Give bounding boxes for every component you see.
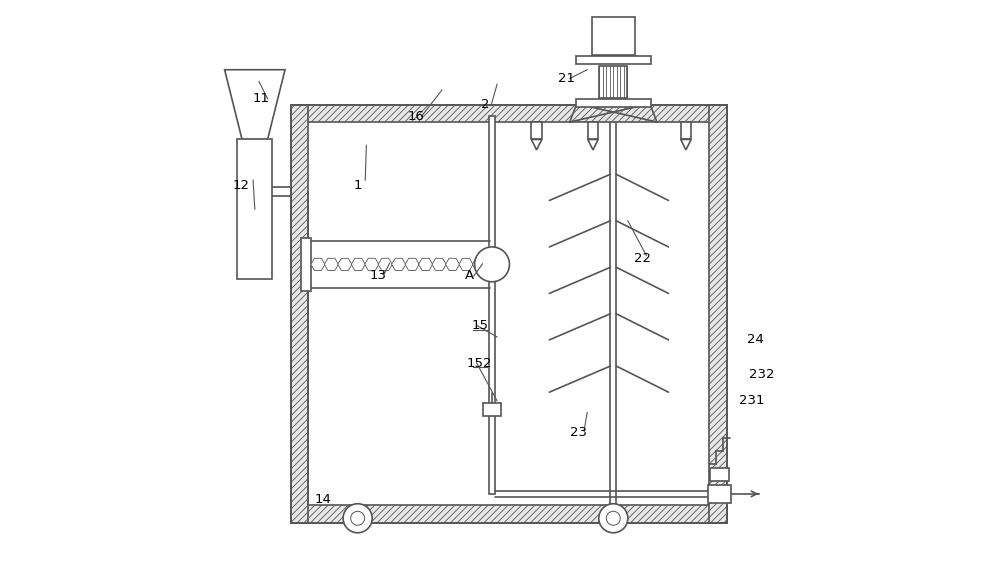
- Circle shape: [351, 511, 365, 525]
- Bar: [599, 66, 627, 98]
- Text: 21: 21: [558, 72, 575, 85]
- Text: 152: 152: [467, 357, 492, 370]
- Text: 22: 22: [634, 252, 651, 265]
- Polygon shape: [681, 139, 691, 150]
- Bar: [681, 122, 691, 139]
- Text: 232: 232: [749, 368, 774, 381]
- Text: 16: 16: [407, 110, 424, 123]
- Bar: [291, 105, 308, 523]
- Text: 14: 14: [314, 493, 331, 506]
- Bar: [291, 105, 727, 122]
- Text: 23: 23: [570, 426, 587, 439]
- Text: 24: 24: [747, 333, 764, 346]
- Bar: [588, 122, 598, 139]
- Bar: [483, 403, 501, 416]
- Text: 12: 12: [233, 180, 250, 192]
- Text: 13: 13: [369, 270, 386, 282]
- Bar: [576, 99, 651, 107]
- Bar: [576, 56, 651, 64]
- Circle shape: [599, 504, 628, 533]
- Polygon shape: [588, 139, 598, 150]
- Text: A: A: [465, 270, 474, 282]
- Bar: [489, 116, 495, 494]
- Bar: [291, 505, 727, 523]
- Bar: [710, 468, 729, 481]
- Text: 15: 15: [471, 319, 488, 332]
- Bar: [301, 238, 311, 291]
- Bar: [708, 485, 731, 503]
- Circle shape: [606, 511, 620, 525]
- Circle shape: [475, 247, 509, 282]
- Text: 231: 231: [739, 394, 764, 407]
- Polygon shape: [531, 139, 542, 150]
- Text: 11: 11: [252, 92, 269, 105]
- Bar: [237, 139, 272, 279]
- Text: 1: 1: [353, 180, 362, 192]
- Bar: [531, 122, 542, 139]
- Bar: [291, 105, 727, 523]
- Bar: [592, 17, 635, 55]
- Bar: [709, 105, 727, 523]
- Circle shape: [343, 504, 372, 533]
- Polygon shape: [225, 70, 285, 139]
- Text: 2: 2: [481, 98, 490, 111]
